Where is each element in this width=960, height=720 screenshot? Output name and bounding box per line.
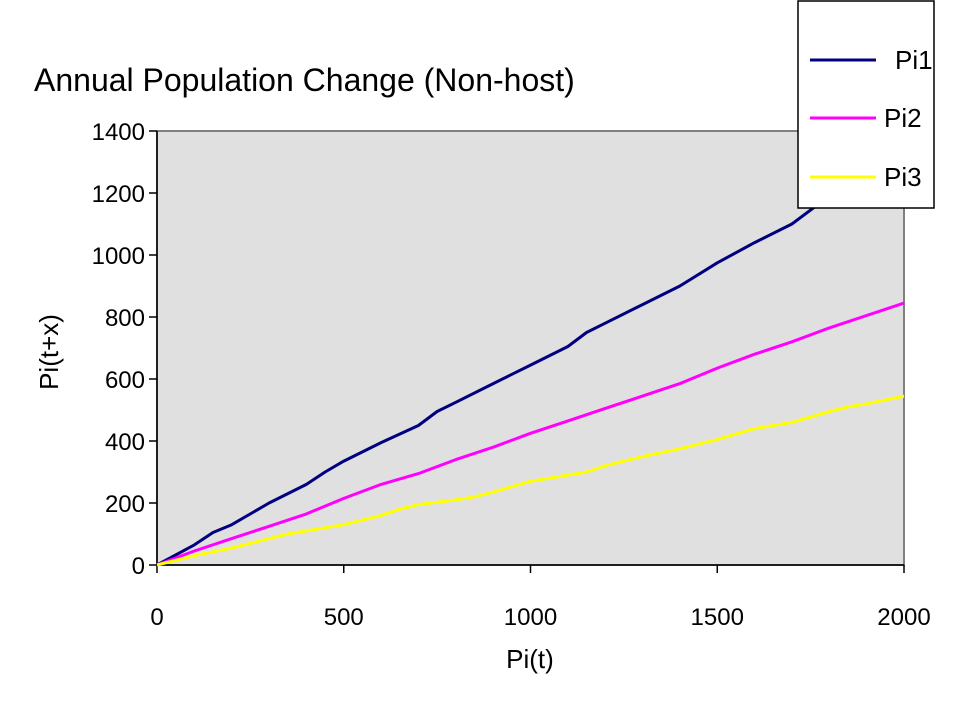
series-lines (156, 194, 905, 567)
y-tick-label: 1200 (92, 181, 145, 208)
y-tick-label: 600 (105, 367, 145, 394)
series-line-pi3 (156, 394, 905, 567)
legend-label-pi1: Pi1 (895, 45, 933, 75)
chart-title: Annual Population Change (Non-host) (34, 62, 575, 98)
y-tick-label: 800 (105, 305, 145, 332)
x-tick-label: 2000 (877, 604, 930, 631)
legend-label-pi2: Pi2 (884, 103, 922, 133)
y-tick-label: 200 (105, 491, 145, 518)
legend-box (797, 0, 935, 209)
y-tick-label: 1400 (92, 119, 145, 146)
x-tick-label: 1000 (504, 604, 557, 631)
legend-label-pi3: Pi3 (884, 162, 922, 192)
y-tick-label: 1000 (92, 243, 145, 270)
y-tick-label: 400 (105, 429, 145, 456)
legend: Pi1 Pi2 Pi3 (797, 0, 935, 209)
x-tick-label: 1500 (691, 604, 744, 631)
y-axis: 0 200 400 600 800 1000 1200 1400 (92, 119, 157, 580)
y-axis-title: Pi(t+x) (34, 314, 64, 390)
series-line-pi2 (156, 301, 905, 567)
x-tick-label: 500 (324, 604, 364, 631)
x-tick-label: 0 (150, 604, 163, 631)
x-axis-title: Pi(t) (506, 644, 554, 674)
y-tick-label: 0 (132, 553, 145, 580)
series-line-pi1 (156, 194, 831, 567)
x-axis: 0 500 1000 1500 2000 (150, 565, 931, 631)
plot-area (156, 130, 905, 566)
